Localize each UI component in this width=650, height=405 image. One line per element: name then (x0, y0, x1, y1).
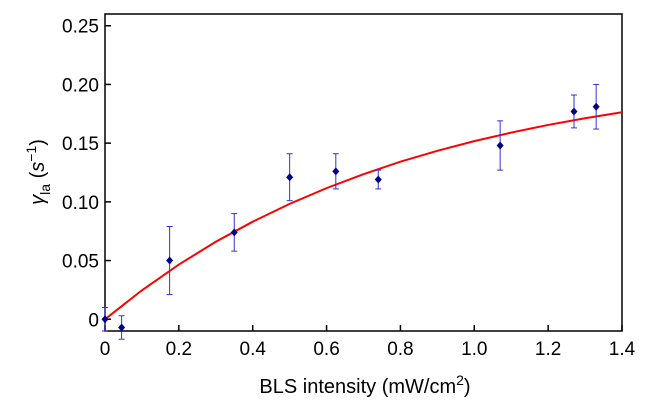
y-tick-label: 0.05 (62, 252, 99, 273)
plot-frame (104, 13, 623, 332)
data-points-group (101, 83, 600, 340)
x-axis-title: BLS intensity (mW/cm2) (259, 372, 470, 398)
y-tick-label: 0.20 (62, 75, 99, 96)
y-tick-label: 0 (88, 310, 99, 331)
x-tick-label: 0.4 (240, 339, 267, 360)
axis-ticks (104, 24, 623, 331)
point-marker (592, 102, 600, 111)
x-tick-label: 0.6 (313, 339, 339, 360)
data-point (374, 169, 382, 190)
x-tick-label: 0.2 (166, 339, 192, 360)
point-marker (286, 173, 294, 182)
point-marker (166, 256, 174, 265)
axis-tick-labels: 0 0.2 0.4 0.6 0.8 1.0 1.2 1.4 0 0.05 0.10 0.15 0.20 0… (62, 17, 636, 360)
data-point (230, 213, 238, 252)
x-tick-label: 1.2 (535, 339, 561, 360)
data-point (118, 315, 126, 340)
data-point (101, 307, 109, 332)
plot-border (104, 13, 623, 332)
point-marker (496, 141, 504, 150)
x-tick-label: 1.0 (461, 339, 487, 360)
data-point (570, 94, 578, 129)
y-tick-label: 0.15 (62, 134, 99, 155)
data-point (166, 226, 174, 296)
point-marker (230, 228, 238, 237)
y-axis-title: γla (s−1) (23, 139, 53, 205)
y-tick-label: 0.10 (62, 193, 99, 214)
x-tick-label: 0 (100, 339, 111, 360)
x-tick-label: 1.4 (609, 339, 636, 360)
data-point (496, 120, 504, 171)
y-tick-label: 0.25 (62, 17, 99, 38)
fit-curve-group (104, 111, 623, 321)
data-point (286, 153, 294, 202)
point-marker (118, 323, 126, 332)
x-tick-label: 0.8 (387, 339, 413, 360)
point-marker (570, 107, 578, 116)
data-point (592, 83, 600, 130)
data-point (332, 153, 340, 190)
point-marker (374, 175, 382, 184)
point-marker (101, 315, 109, 324)
point-marker (332, 167, 340, 176)
fit-curve (104, 111, 623, 321)
